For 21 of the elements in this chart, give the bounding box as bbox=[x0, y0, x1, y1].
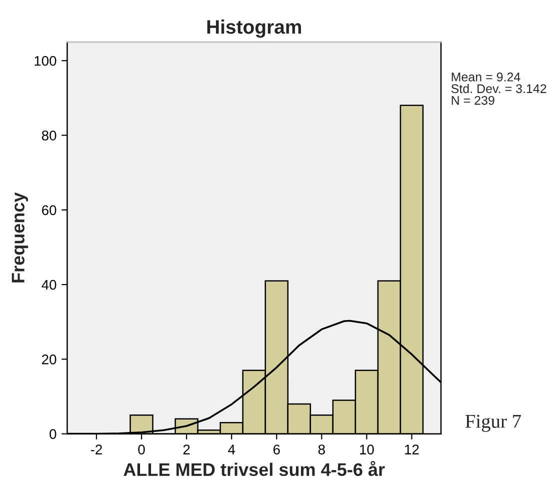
x-axis-title: ALLE MED trivsel sum 4-5-6 år bbox=[124, 460, 385, 476]
text: Figur 7 bbox=[465, 414, 521, 432]
y-tick-label: 40 bbox=[42, 280, 56, 290]
y-tick-label: 60 bbox=[42, 205, 56, 216]
x-tick-label: 6 bbox=[273, 444, 280, 454]
x-tick-label: 12 bbox=[405, 444, 419, 454]
y-axis-title: Frequency bbox=[12, 192, 28, 282]
y-tick-label: 100 bbox=[34, 56, 56, 66]
y-tick-label: 0 bbox=[50, 429, 56, 439]
x-tick-label: 8 bbox=[318, 444, 325, 454]
text: Std. Dev. = 3.142 bbox=[451, 84, 546, 94]
text: N = 239 bbox=[452, 96, 494, 105]
y-tick-label: 80 bbox=[42, 130, 56, 140]
y-tick-label: 20 bbox=[42, 354, 56, 364]
x-tick-label: 4 bbox=[228, 444, 236, 454]
x-tick-label: 2 bbox=[183, 444, 190, 454]
chart-title: Histogram bbox=[207, 20, 301, 38]
x-tick-label: 0 bbox=[138, 444, 145, 454]
x-tick-label: 10 bbox=[360, 444, 374, 454]
x-tick-label: -2 bbox=[90, 444, 102, 454]
text: Mean = 9.24 bbox=[452, 72, 520, 82]
